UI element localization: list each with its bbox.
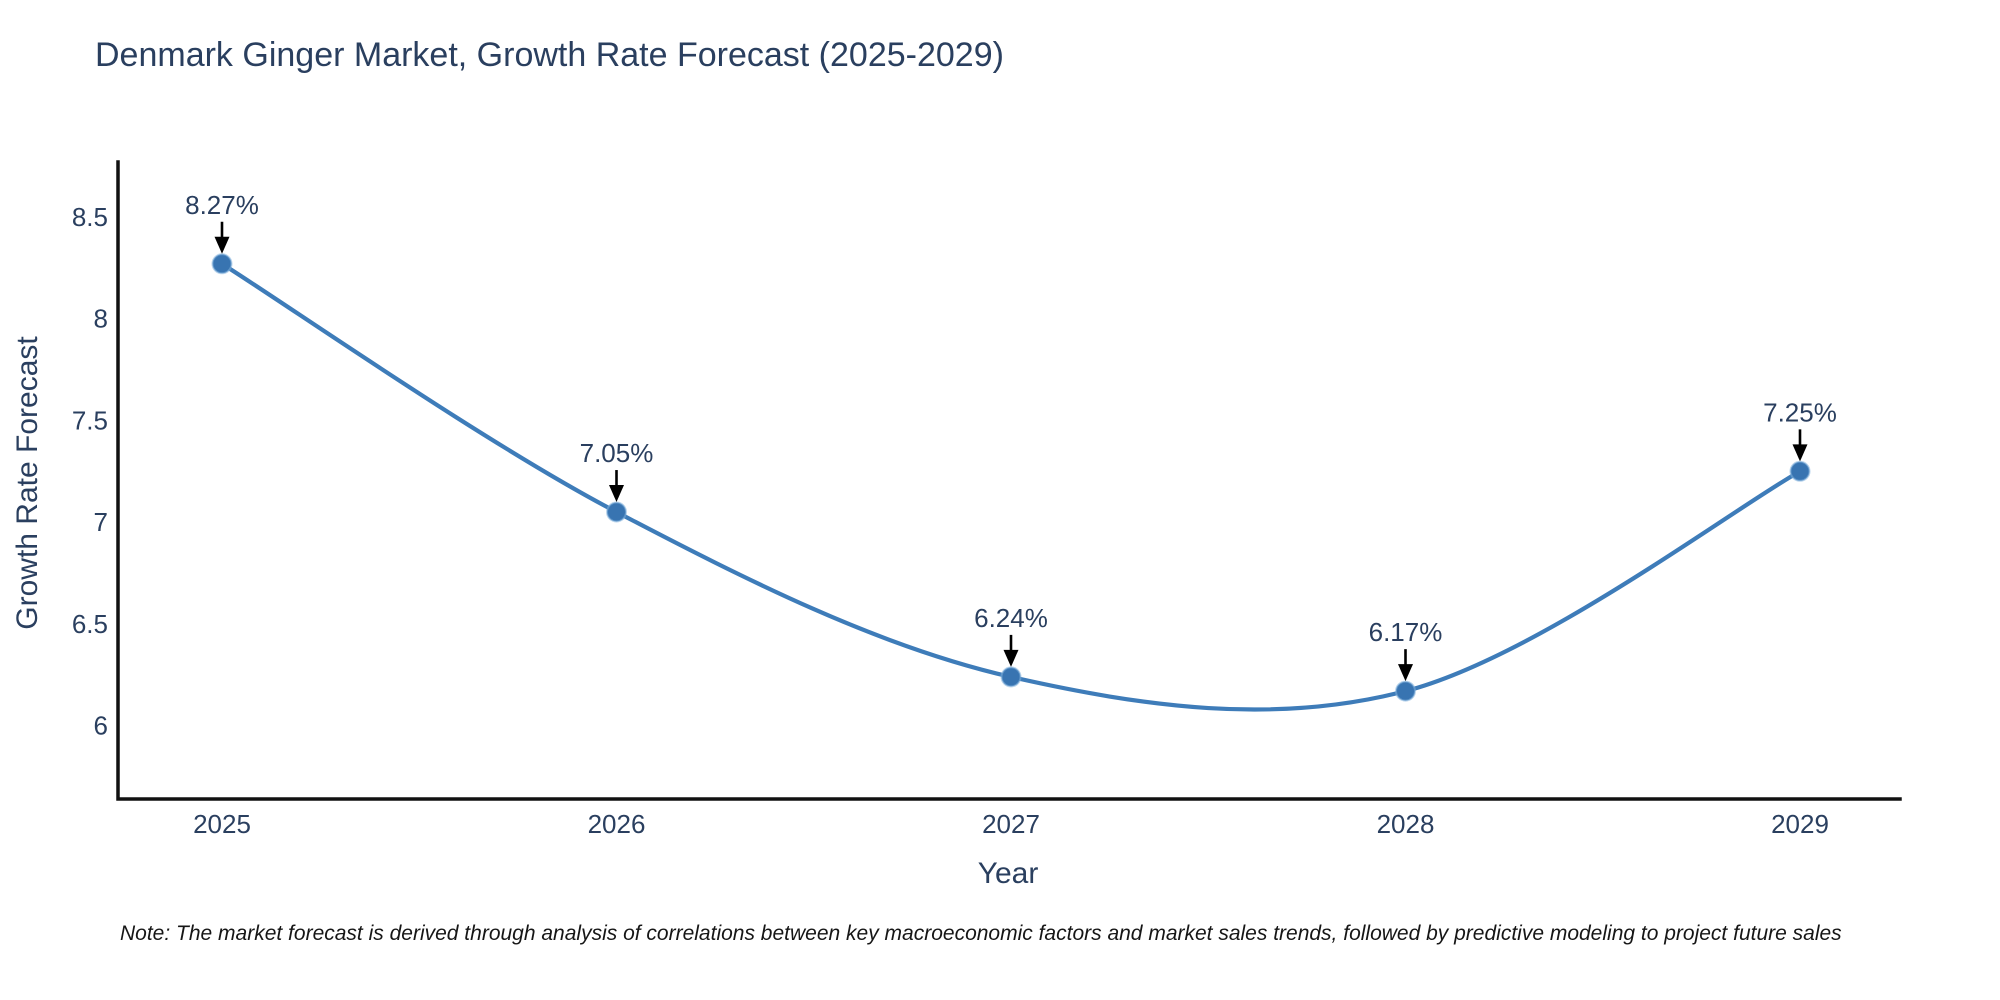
y-tick-label: 7 <box>94 507 108 537</box>
point-value-label: 7.25% <box>1763 397 1837 427</box>
point-value-label: 6.24% <box>974 603 1048 633</box>
chart-title: Denmark Ginger Market, Growth Rate Forec… <box>95 36 1004 74</box>
footnote: Note: The market forecast is derived thr… <box>120 922 1842 945</box>
y-tick-label: 6 <box>94 711 108 741</box>
y-tick-label: 8.5 <box>72 202 108 232</box>
data-point-marker <box>1789 460 1811 482</box>
y-tick-label: 8 <box>94 304 108 334</box>
point-value-label: 8.27% <box>185 190 259 220</box>
x-tick-label: 2028 <box>1377 809 1435 839</box>
y-axis-title: Growth Rate Forecast <box>11 336 44 630</box>
point-value-label: 7.05% <box>580 438 654 468</box>
x-tick-label: 2026 <box>588 809 646 839</box>
axis-lines <box>116 160 1902 801</box>
x-axis-title: Year <box>977 857 1039 890</box>
data-point-marker <box>211 253 233 275</box>
x-tick-label: 2027 <box>982 809 1040 839</box>
data-point-marker <box>1395 680 1416 702</box>
annotation-arrowhead <box>609 485 624 503</box>
annotation-arrowhead <box>1003 649 1019 667</box>
y-tick-label: 7.5 <box>72 405 108 435</box>
annotation-arrowhead <box>214 236 230 254</box>
data-point-marker <box>1000 666 1022 688</box>
y-tick-label: 6.5 <box>72 609 108 639</box>
x-tick-label: 2029 <box>1771 809 1829 839</box>
x-tick-label: 2025 <box>193 809 251 839</box>
point-value-label: 6.17% <box>1369 617 1443 647</box>
annotation-arrowhead <box>1792 444 1808 462</box>
annotation-arrowhead <box>1398 664 1413 682</box>
data-point-marker <box>606 501 627 523</box>
